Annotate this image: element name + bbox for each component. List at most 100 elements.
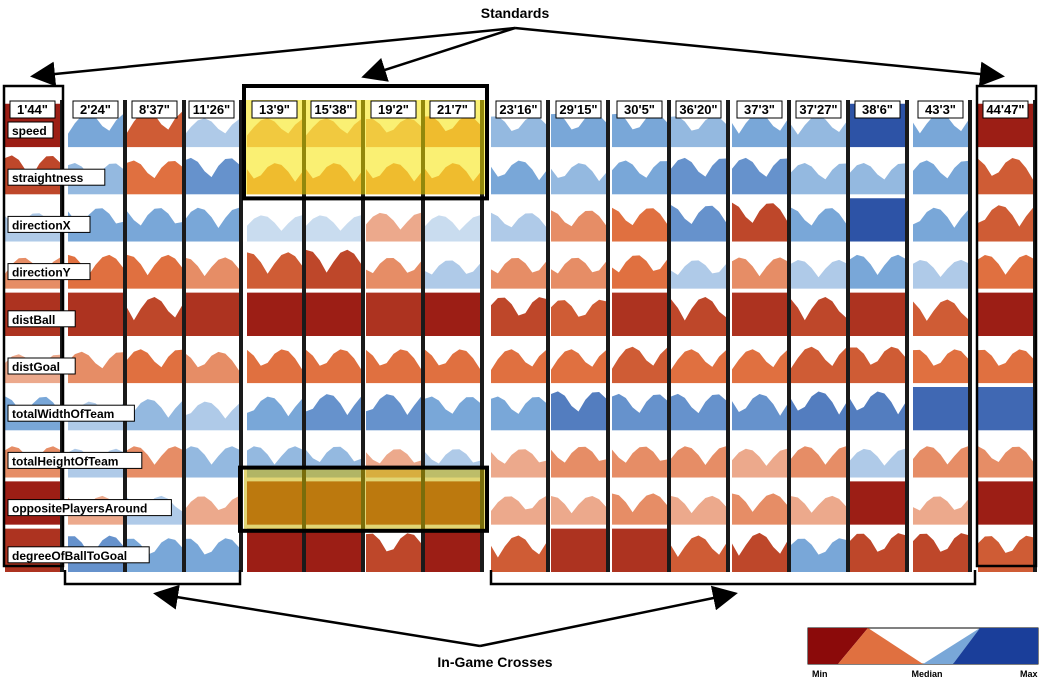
attr-label-distball: distBall <box>7 310 76 328</box>
cell-directionx-15 <box>913 207 968 242</box>
attr-label-text-totalheightofteam: totalHeightOfTeam <box>12 454 118 468</box>
cell-distball-1 <box>68 292 123 336</box>
time-label-text-2: 8'37" <box>139 102 170 117</box>
annotation-standards: Standards <box>481 5 550 21</box>
time-label-text-11: 36'20" <box>679 102 717 117</box>
attr-label-text-straightness: straightness <box>12 171 84 185</box>
cell-distball-7 <box>425 292 480 336</box>
cell-distgoal-5 <box>306 349 361 384</box>
cell-speed-1 <box>68 113 123 148</box>
cell-straightness-13 <box>791 163 846 195</box>
time-label-10: 30'5" <box>616 100 663 119</box>
attr-label-totalheightofteam: totalHeightOfTeam <box>7 451 143 469</box>
cell-directionx-10 <box>612 207 667 242</box>
cell-distball-5 <box>306 292 361 336</box>
bracket-early-crosses <box>63 570 242 586</box>
separator-12 <box>787 100 791 572</box>
time-label-16: 44'47" <box>982 100 1029 119</box>
cell-straightness-8 <box>491 160 546 195</box>
cell-oppositeplayersaround-11 <box>671 495 726 525</box>
standards-arrow-2 <box>514 26 1005 87</box>
cell-directionx-6 <box>366 212 421 242</box>
cell-directiony-9 <box>551 257 606 289</box>
time-label-text-1: 2'24" <box>80 102 111 117</box>
time-label-box-15 <box>917 100 964 119</box>
cell-distgoal-13 <box>791 346 846 384</box>
time-labels: 1'44" 2'24" 8'37" 11'26" 13'9" 15'38" 19'2" 21'… <box>9 100 1029 119</box>
cell-oppositeplayersaround-13 <box>791 495 846 525</box>
cell-directionx-3 <box>184 207 239 242</box>
cell-distgoal-15 <box>913 349 968 384</box>
legend-swatch-low <box>838 628 923 664</box>
cell-distball-14 <box>850 292 905 336</box>
time-label-box-14 <box>854 100 901 119</box>
cell-directiony-14 <box>850 254 905 289</box>
cell-totalwidthofteam-4 <box>247 396 302 431</box>
time-label-box-12 <box>736 100 783 119</box>
cell-distgoal-14 <box>850 346 905 384</box>
attr-label-box-distball <box>7 310 76 328</box>
cell-distgoal-16 <box>978 349 1033 384</box>
attr-label-totalwidthofteam: totalWidthOfTeam <box>7 404 135 422</box>
cell-totalwidthofteam-2 <box>127 399 182 431</box>
time-label-0: 1'44" <box>9 100 56 119</box>
attribute-labels: speed straightness directionX directionY dis… <box>7 121 172 564</box>
time-label-12: 37'3" <box>736 100 783 119</box>
cell-totalwidthofteam-16 <box>978 387 1033 431</box>
cell-distball-9 <box>551 299 606 336</box>
separator-1 <box>123 100 127 572</box>
cell-distball-10 <box>612 292 667 336</box>
cell-totalheightofteam-12 <box>732 448 787 478</box>
cell-distball-8 <box>491 297 546 336</box>
cell-degreeofballtogoal-4 <box>247 528 302 572</box>
cell-straightness-11 <box>671 157 726 195</box>
time-label-15: 43'3" <box>917 100 964 119</box>
cell-speed-12 <box>732 113 787 148</box>
cell-distgoal-6 <box>366 349 421 384</box>
cell-directionx-1 <box>68 208 123 242</box>
time-label-box-11 <box>675 100 722 119</box>
attr-label-text-directionx: directionX <box>12 218 71 232</box>
cell-speed-8 <box>491 115 546 148</box>
separator-10 <box>667 100 671 572</box>
attr-label-speed: speed <box>7 121 54 139</box>
legend-label-min: Min <box>812 669 828 679</box>
separator-2 <box>182 100 186 572</box>
cell-distgoal-8 <box>491 349 546 384</box>
attr-label-box-speed <box>7 121 54 139</box>
attr-label-box-directionx <box>7 215 91 233</box>
time-label-box-13 <box>795 100 842 119</box>
cell-speed-9 <box>551 113 606 148</box>
attr-label-box-directiony <box>7 263 91 281</box>
cell-directionx-12 <box>732 202 787 242</box>
cell-directiony-16 <box>978 254 1033 289</box>
time-label-text-15: 43'3" <box>925 102 956 117</box>
attr-label-box-totalwidthofteam <box>7 404 135 422</box>
cell-totalwidthofteam-5 <box>306 394 361 431</box>
cell-directiony-6 <box>366 258 421 289</box>
attr-label-distgoal: distGoal <box>7 357 76 375</box>
cell-directiony-13 <box>791 259 846 289</box>
crosses-arrow-1 <box>479 585 738 648</box>
cell-distgoal-12 <box>732 349 787 384</box>
cell-degreeofballtogoal-12 <box>732 532 787 572</box>
cell-directiony-4 <box>247 252 302 289</box>
cell-directiony-8 <box>491 258 546 289</box>
cell-straightness-9 <box>551 163 606 195</box>
color-legend: Min Median Max <box>807 627 1039 679</box>
cell-totalheightofteam-3 <box>184 446 239 478</box>
cell-directiony-10 <box>612 255 667 289</box>
separator-6 <box>421 100 425 572</box>
time-label-box-4 <box>251 100 298 119</box>
cell-oppositeplayersaround-14 <box>850 481 905 525</box>
cell-totalwidthofteam-9 <box>551 391 606 431</box>
cell-totalheightofteam-15 <box>913 446 968 478</box>
cell-oppositeplayersaround-15 <box>913 496 968 525</box>
cell-straightness-14 <box>850 163 905 195</box>
cell-degreeofballtogoal-11 <box>671 535 726 572</box>
attr-label-box-distgoal <box>7 357 76 375</box>
legend-swatch-min <box>808 628 868 664</box>
cell-totalheightofteam-14 <box>850 448 905 478</box>
cell-directionx-16 <box>978 205 1033 242</box>
bracket-late-crosses <box>489 570 977 586</box>
